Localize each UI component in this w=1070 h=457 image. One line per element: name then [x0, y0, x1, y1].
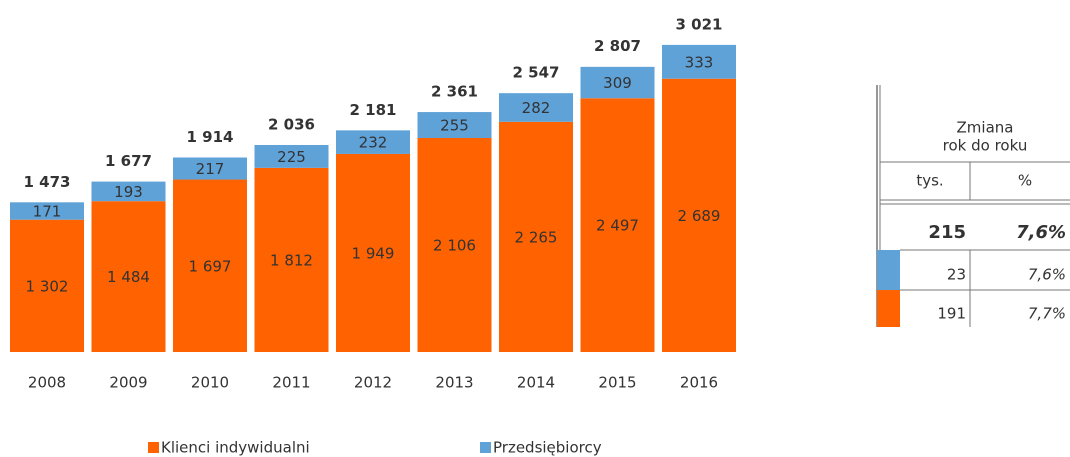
value-label: 1 484 [107, 268, 150, 286]
bar-segment [662, 44, 736, 79]
table-cell: 7,6% [1016, 222, 1066, 243]
bar-segment [417, 137, 492, 352]
table-cell: 215 [928, 222, 966, 243]
table-cell: 23 [947, 266, 966, 284]
x-tick-label: 2010 [191, 374, 229, 392]
table-header: Zmiana [957, 119, 1014, 137]
bar-segment [173, 157, 247, 180]
bar-segment [499, 93, 573, 122]
bar-segment [173, 179, 247, 352]
value-label: 1 697 [189, 257, 232, 275]
x-tick-label: 2009 [109, 374, 147, 392]
table-column: % [1018, 172, 1032, 190]
value-label: 1 949 [352, 244, 395, 262]
value-label: 255 [440, 117, 469, 135]
bar-segment [10, 202, 84, 220]
value-label: 193 [114, 183, 143, 201]
table-swatch [877, 250, 900, 290]
legend-label: Klienci indywidualni [161, 439, 310, 457]
value-label: 1 302 [26, 277, 69, 295]
value-label: 2 106 [433, 236, 476, 254]
value-label: 171 [33, 202, 62, 220]
value-label: 2 497 [596, 217, 639, 235]
bar-segment [580, 98, 655, 353]
total-label: 2 547 [513, 64, 560, 82]
x-tick-label: 2014 [517, 374, 555, 392]
value-label: 225 [277, 148, 306, 166]
total-label: 2 181 [350, 101, 397, 119]
total-label: 1 473 [24, 173, 71, 191]
x-tick-label: 2012 [354, 374, 392, 392]
legend-swatch [480, 442, 491, 453]
x-tick-label: 2015 [598, 374, 636, 392]
value-label: 2 689 [678, 207, 721, 225]
table-cell: 7,6% [1028, 266, 1066, 284]
bar-segment [662, 78, 736, 352]
value-label: 1 812 [270, 251, 313, 269]
legend-swatch [148, 442, 159, 453]
x-tick-label: 2011 [272, 374, 310, 392]
bar-segment [580, 66, 655, 99]
value-label: 282 [522, 99, 551, 117]
total-label: 2 361 [431, 83, 478, 101]
value-label: 333 [685, 53, 714, 71]
bar-segment [499, 121, 573, 352]
bar-segment [254, 144, 329, 168]
legend-label: Przedsiębiorcy [493, 439, 602, 457]
total-label: 2 807 [594, 37, 641, 55]
total-label: 1 914 [187, 128, 234, 146]
x-tick-label: 2008 [28, 374, 66, 392]
bar-segment [417, 112, 492, 138]
value-label: 2 265 [515, 228, 558, 246]
bar-segment [91, 201, 166, 352]
bar-segment [10, 219, 84, 352]
table-swatch [877, 290, 900, 327]
bar-segment [254, 167, 329, 352]
value-label: 232 [359, 134, 388, 152]
bar-segment [91, 181, 166, 202]
value-label: 217 [196, 160, 225, 178]
total-label: 1 677 [105, 152, 152, 170]
x-tick-label: 2016 [680, 374, 718, 392]
x-tick-label: 2013 [435, 374, 473, 392]
bar-segment [336, 130, 410, 154]
table-header: rok do roku [943, 137, 1028, 155]
total-label: 2 036 [268, 116, 315, 134]
bar-segment [336, 153, 410, 352]
table-cell: 7,7% [1028, 305, 1066, 323]
table-column: tys. [916, 172, 943, 190]
total-label: 3 021 [676, 16, 723, 34]
table-cell: 191 [937, 305, 966, 323]
value-label: 309 [603, 74, 632, 92]
